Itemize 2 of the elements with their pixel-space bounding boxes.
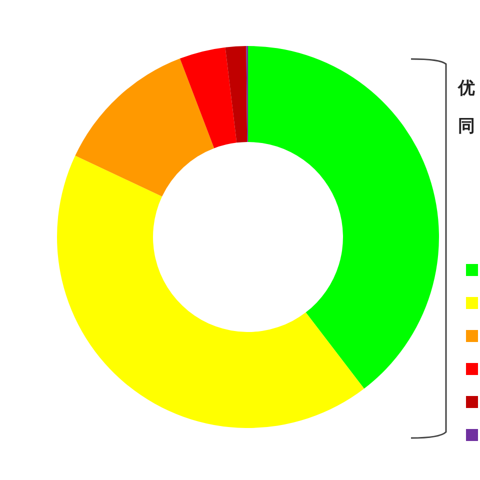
text: 优: [457, 78, 475, 98]
text: 同: [458, 116, 475, 136]
